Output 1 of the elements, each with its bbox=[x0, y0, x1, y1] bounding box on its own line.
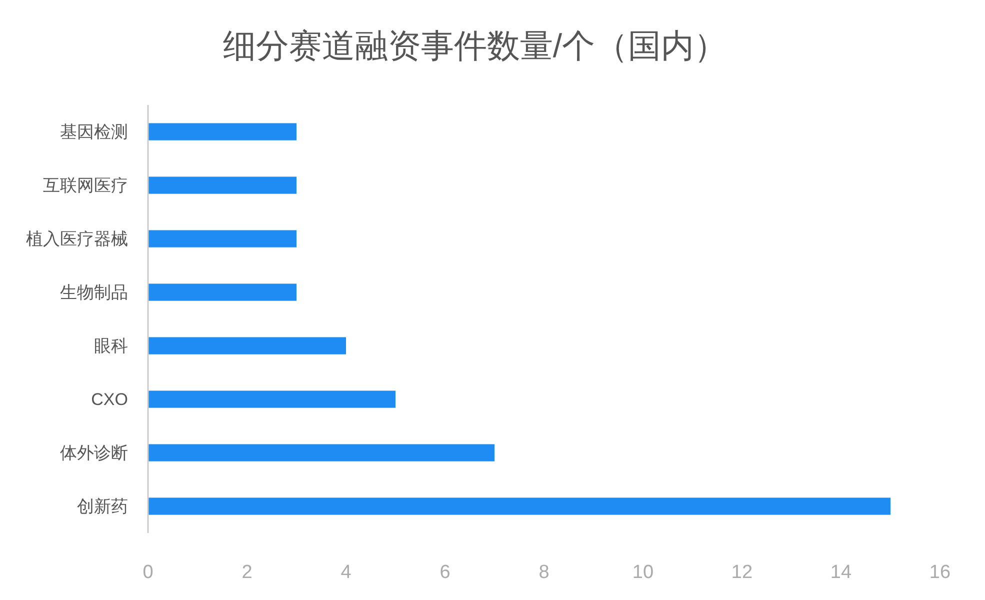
title: 细分赛道融资事件数量/个（国内） bbox=[222, 27, 728, 64]
